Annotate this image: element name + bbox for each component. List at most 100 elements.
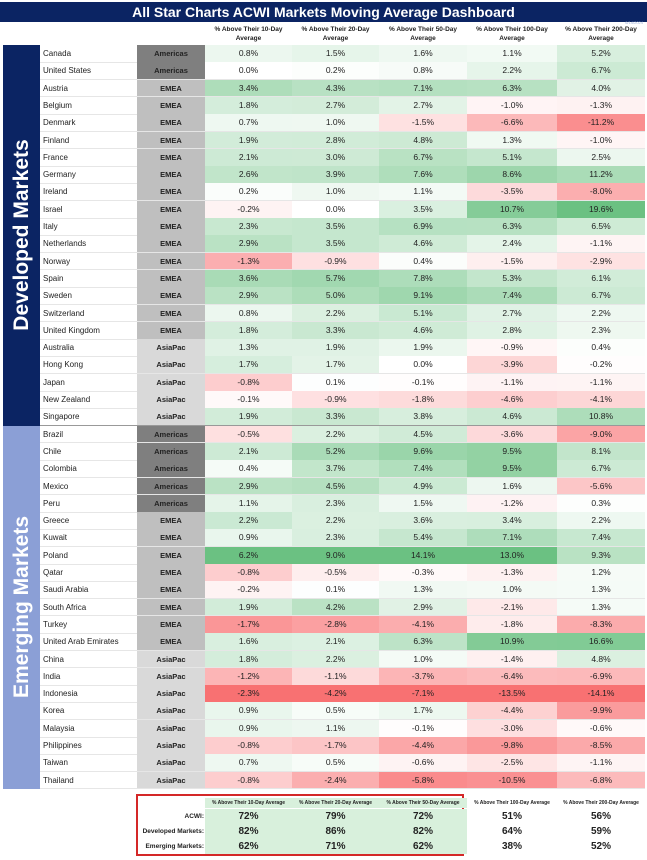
value-cell: 2.2%: [292, 650, 379, 668]
value-cell: 3.5%: [292, 235, 379, 253]
value-cell: -1.8%: [467, 615, 557, 634]
country-name: Korea: [43, 706, 65, 716]
value-cell: -1.1%: [557, 373, 645, 391]
value-cell: -0.6%: [379, 754, 467, 772]
value-cell: -0.9%: [467, 339, 557, 357]
value-cell: -1.1%: [292, 667, 379, 686]
value-cell: 4.3%: [292, 79, 379, 97]
value-cell: 1.8%: [205, 650, 292, 668]
value-cell: 4.5%: [292, 477, 379, 495]
summary-value: 72%: [379, 809, 467, 824]
value-cell: 5.4%: [379, 529, 467, 547]
region-label: Americas: [137, 425, 205, 443]
value-cell: -0.2%: [205, 200, 292, 218]
value-cell: -0.8%: [205, 564, 292, 582]
value-cell: 14.1%: [379, 546, 467, 564]
value-cell: -0.1%: [379, 719, 467, 737]
value-cell: 2.8%: [292, 131, 379, 149]
value-cell: 2.2%: [467, 62, 557, 80]
value-cell: 0.2%: [205, 183, 292, 201]
region-label: AsiaPac: [137, 408, 205, 426]
value-cell: 1.3%: [379, 581, 467, 599]
value-cell: 1.6%: [205, 633, 292, 651]
value-cell: 9.6%: [379, 442, 467, 461]
value-cell: 0.9%: [205, 719, 292, 737]
column-header: % Above Their 50-Day Average: [388, 26, 458, 42]
country-name: Saudi Arabia: [43, 585, 89, 595]
value-cell: -1.0%: [557, 131, 645, 149]
column-header: % Above Their 100-Day Average: [476, 26, 548, 42]
value-cell: -1.7%: [205, 615, 292, 634]
value-cell: 0.4%: [205, 460, 292, 478]
value-cell: 2.9%: [379, 598, 467, 616]
value-cell: 4.6%: [379, 235, 467, 253]
value-cell: 3.7%: [292, 460, 379, 478]
value-cell: -6.4%: [467, 667, 557, 686]
value-cell: 4.8%: [557, 650, 645, 668]
value-cell: -2.9%: [557, 252, 645, 270]
region-label: EMEA: [137, 252, 205, 270]
country-name: Malaysia: [43, 723, 75, 733]
value-cell: 5.0%: [292, 287, 379, 305]
value-cell: 0.8%: [379, 62, 467, 80]
country-name: Mexico: [43, 481, 69, 491]
country-name: Belgium: [43, 100, 72, 110]
value-cell: 1.9%: [379, 339, 467, 357]
region-label: EMEA: [137, 218, 205, 236]
region-label: EMEA: [137, 166, 205, 184]
region-label: EMEA: [137, 512, 205, 530]
value-cell: 2.4%: [467, 235, 557, 253]
value-cell: -3.0%: [467, 719, 557, 737]
country-name: Canada: [43, 49, 72, 58]
summary-value: 52%: [590, 841, 611, 852]
value-cell: 7.4%: [379, 460, 467, 478]
summary-value: 62%: [205, 839, 292, 854]
country-name: Thailand: [43, 775, 74, 785]
value-cell: 1.8%: [205, 96, 292, 115]
value-cell: 2.2%: [557, 512, 645, 530]
region-label: AsiaPac: [137, 737, 205, 755]
value-cell: -2.4%: [292, 771, 379, 789]
value-cell: -1.1%: [557, 235, 645, 253]
value-cell: 6.3%: [379, 633, 467, 651]
value-cell: 7.4%: [557, 529, 645, 547]
summary-value: 38%: [501, 841, 522, 852]
region-label: AsiaPac: [137, 702, 205, 720]
value-cell: 3.3%: [292, 321, 379, 340]
value-cell: 9.5%: [467, 460, 557, 478]
value-cell: 9.3%: [557, 546, 645, 564]
summary-value: 71%: [292, 839, 379, 854]
value-cell: 2.2%: [292, 425, 379, 443]
value-cell: 0.0%: [205, 62, 292, 80]
value-cell: 2.3%: [292, 494, 379, 513]
country-name: Denmark: [43, 118, 76, 128]
value-cell: -8.3%: [557, 615, 645, 634]
date-stamp: 6/14/2024: [625, 20, 643, 25]
country-name: Turkey: [43, 619, 68, 629]
region-label: AsiaPac: [137, 667, 205, 686]
value-cell: 0.3%: [557, 494, 645, 513]
value-cell: -3.9%: [467, 356, 557, 374]
value-cell: -1.8%: [379, 391, 467, 409]
value-cell: 1.9%: [205, 408, 292, 426]
value-cell: 8.1%: [557, 442, 645, 461]
value-cell: 6.3%: [467, 79, 557, 97]
value-cell: -7.1%: [379, 685, 467, 703]
summary-value: 86%: [292, 824, 379, 839]
value-cell: 1.9%: [205, 131, 292, 149]
value-cell: 2.3%: [292, 529, 379, 547]
value-cell: 0.8%: [205, 304, 292, 322]
summary-column-header: % Above Their 10-Day Average: [205, 798, 292, 808]
country-name: Japan: [43, 377, 65, 387]
value-cell: -9.0%: [557, 425, 645, 443]
value-cell: 6.5%: [557, 218, 645, 236]
value-cell: -0.5%: [292, 564, 379, 582]
value-cell: 2.9%: [205, 235, 292, 253]
value-cell: -0.2%: [205, 581, 292, 599]
value-cell: 1.0%: [292, 183, 379, 201]
value-cell: -9.8%: [467, 737, 557, 755]
value-cell: 6.9%: [379, 218, 467, 236]
value-cell: 13.0%: [467, 546, 557, 564]
value-cell: -1.3%: [467, 564, 557, 582]
value-cell: -1.5%: [379, 114, 467, 132]
